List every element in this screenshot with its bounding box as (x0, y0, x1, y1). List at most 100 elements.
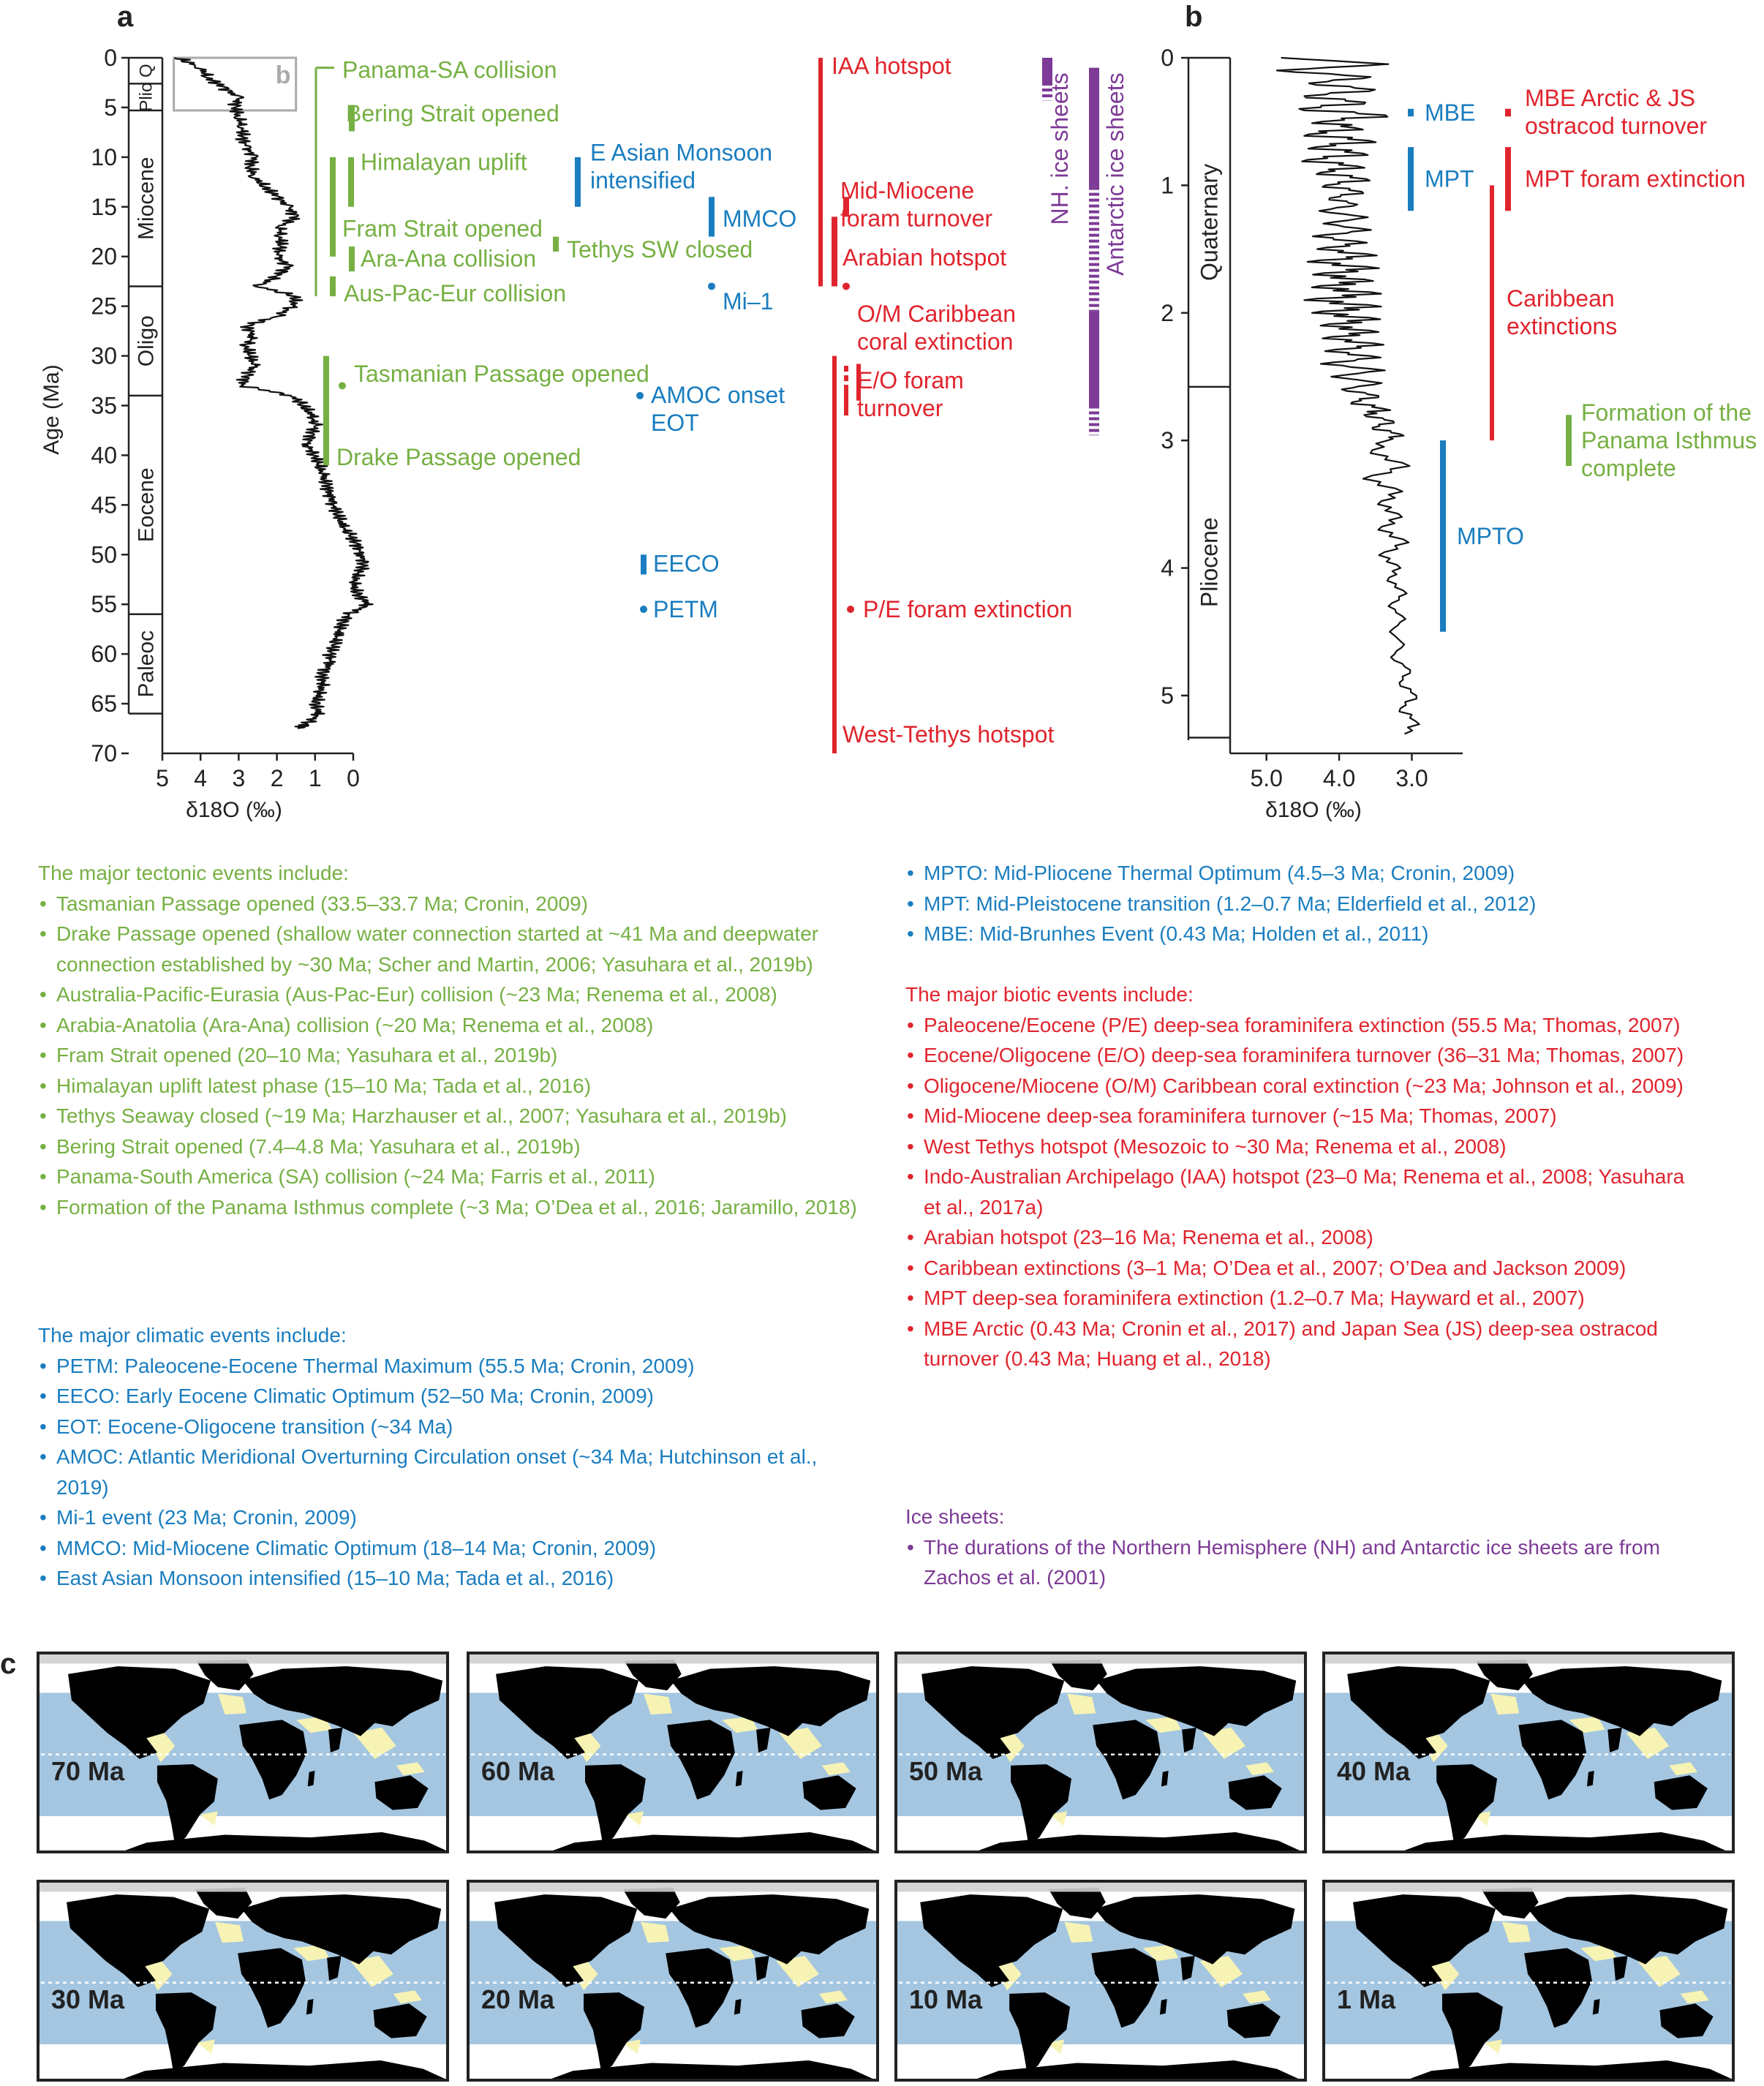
event-label: Mid-Miocene (840, 177, 974, 203)
legend-item: MBE: Mid-Brunhes Event (0.43 Ma; Holden … (905, 919, 1739, 949)
event-label: Bering Strait opened (346, 100, 559, 127)
event-label: intensified (590, 167, 696, 194)
legend-tectonic: The major tectonic events include: Tasma… (38, 858, 857, 1222)
x-tick-label: 0 (347, 765, 360, 791)
y-tick-label: 70 (91, 740, 117, 767)
legend-item: Arabian hotspot (23–16 Ma; Renema et al.… (905, 1222, 1695, 1253)
event-label: E Asian Monsoon (590, 140, 772, 166)
legend-climatic: The major climatic events include: PETM:… (38, 1320, 857, 1594)
legend-item: Fram Strait opened (20–10 Ma; Yasuhara e… (38, 1040, 857, 1071)
event-label: Tasmanian Passage opened (354, 361, 649, 387)
x-tick-label: 3.0 (1395, 765, 1428, 791)
y-tick-label: 10 (91, 144, 117, 170)
polar-ice (897, 1654, 1304, 1664)
map-age-label: 10 Ma (909, 1984, 983, 2014)
legend-item: MMCO: Mid-Miocene Climatic Optimum (18–1… (38, 1533, 857, 1564)
legend-item: AMOC: Atlantic Meridional Overturning Ci… (38, 1442, 857, 1502)
legend-climatic-list: PETM: Paleocene-Eocene Thermal Maximum (… (38, 1351, 857, 1594)
map-tile: 60 Ma (467, 1652, 879, 1853)
y-tick-label: 1 (1161, 172, 1174, 198)
map-age-label: 20 Ma (481, 1984, 555, 2014)
event-label: Panama-SA collision (342, 56, 557, 83)
event-label: EECO (653, 551, 720, 577)
panel-b-xlabel: δ18O (‰) (1265, 798, 1362, 822)
y-tick-label: 65 (91, 690, 117, 717)
x-tick-label: 4.0 (1323, 765, 1355, 791)
event-dot (847, 606, 854, 614)
legend-biotic: The major biotic events include: Paleoce… (905, 979, 1695, 1374)
event-label: MPT foram extinction (1525, 166, 1746, 192)
event-label: Panama Isthmus (1581, 427, 1757, 453)
legend-climatic-cont: MPTO: Mid-Pliocene Thermal Optimum (4.5–… (905, 858, 1739, 949)
map-content (470, 1883, 876, 2079)
legend-ice-title: Ice sheets: (905, 1505, 1005, 1528)
event-label: Formation of the (1581, 399, 1752, 426)
event-label: Tethys SW closed (567, 236, 753, 263)
event-label: extinctions (1507, 313, 1617, 339)
map-age-label: 30 Ma (51, 1984, 125, 2014)
legend-biotic-title: The major biotic events include: (905, 983, 1194, 1006)
legend-tectonic-title: The major tectonic events include: (38, 862, 349, 884)
y-tick-label: 3 (1161, 427, 1174, 453)
panel-a-xlabel: δ18O (‰) (186, 798, 282, 822)
event-label: foram turnover (840, 205, 992, 231)
d18o-curve (174, 57, 374, 730)
map-content (1325, 1883, 1732, 2079)
y-tick-label: 0 (1161, 45, 1174, 71)
event-label: IAA hotspot (832, 53, 951, 79)
panel-a-chart: QPlioMioceneOligoEocenePaleoc05101520253… (91, 45, 1128, 791)
polar-ice (470, 1883, 876, 1892)
legend-item: Arabia-Anatolia (Ara-Ana) collision (~20… (38, 1010, 857, 1041)
event-label: P/E foram extinction (863, 596, 1072, 622)
legend-item: Panama-South America (SA) collision (~24… (38, 1161, 857, 1192)
legend-item: MPT: Mid-Pleistocene transition (1.2–0.7… (905, 889, 1739, 919)
legend-item: Indo-Australian Archipelago (IAA) hotspo… (905, 1161, 1695, 1222)
event-label: Mi–1 (723, 288, 773, 315)
event-label: ostracod turnover (1525, 113, 1707, 139)
map-content (1325, 1654, 1732, 1850)
legend-item: MPTO: Mid-Pliocene Thermal Optimum (4.5–… (905, 858, 1739, 889)
legend-item: Himalayan uplift latest phase (15–10 Ma;… (38, 1071, 857, 1102)
legend-item: Bering Strait opened (7.4–4.8 Ma; Yasuha… (38, 1132, 857, 1162)
map-content (39, 1654, 446, 1850)
d18o-curve (1275, 56, 1420, 735)
event-dot (843, 282, 850, 290)
legend-biotic-list: Paleocene/Eocene (P/E) deep-sea foramini… (905, 1010, 1695, 1374)
event-dot (636, 391, 644, 399)
map-tile: 10 Ma (894, 1880, 1307, 2082)
y-tick-label: 15 (91, 194, 117, 220)
y-tick-label: 0 (104, 45, 117, 71)
y-tick-label: 30 (91, 343, 117, 369)
epoch-label: Miocene (135, 157, 159, 240)
legend-item: Formation of the Panama Isthmus complete… (38, 1192, 857, 1223)
map-tile: 20 Ma (467, 1880, 879, 2082)
event-label: Himalayan uplift (361, 149, 527, 176)
event-label: MMCO (723, 206, 796, 232)
y-tick-label: 25 (91, 293, 117, 320)
legend-climatic-title: The major climatic events include: (38, 1324, 347, 1347)
panel-a-label: a (117, 1, 134, 33)
y-tick-label: 4 (1161, 555, 1174, 581)
map-tile: 70 Ma (37, 1652, 449, 1853)
panel-a-ylabel: Age (Ma) (39, 364, 64, 454)
polar-ice (1325, 1654, 1732, 1664)
y-tick-label: 5 (104, 94, 117, 121)
legend-item: Caribbean extinctions (3–1 Ma; O’Dea et … (905, 1253, 1695, 1284)
x-tick-label: 4 (194, 765, 207, 791)
event-label: Antarctic ice sheets (1102, 72, 1128, 275)
x-tick-label: 1 (309, 765, 322, 791)
inset-box-label: b (276, 61, 291, 89)
panel-b-label: b (1185, 1, 1202, 33)
event-label: Aus-Pac-Eur collision (344, 280, 566, 306)
map-content (39, 1883, 446, 2079)
event-label: PETM (653, 596, 718, 622)
map-age-label: 40 Ma (1337, 1756, 1411, 1786)
y-tick-label: 50 (91, 541, 117, 568)
polar-ice (470, 1654, 876, 1664)
legend-item: EOT: Eocene-Oligocene transition (~34 Ma… (38, 1412, 857, 1442)
x-tick-label: 5.0 (1250, 765, 1282, 791)
y-tick-label: 5 (1161, 682, 1174, 709)
epoch-label: Q (136, 64, 156, 78)
polar-ice (897, 1883, 1304, 1892)
legend-ice: Ice sheets: The durations of the Norther… (905, 1502, 1695, 1593)
